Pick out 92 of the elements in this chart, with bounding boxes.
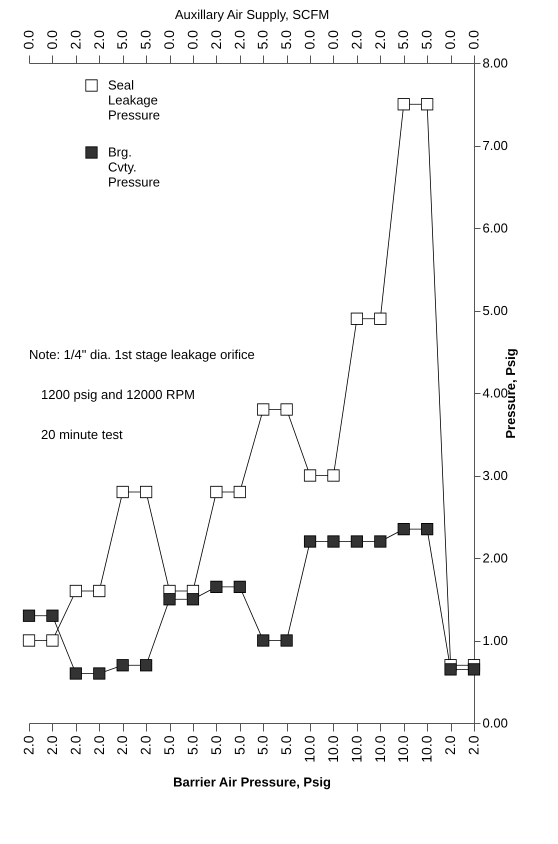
point (163, 593, 176, 606)
point (280, 403, 293, 416)
text: 5.0 (138, 30, 154, 50)
x-tick-label: 2.0 (442, 735, 458, 755)
x-tick-label: 5.0 (278, 735, 294, 755)
point (398, 523, 410, 536)
text: 0.0 (466, 30, 482, 50)
point (444, 663, 457, 676)
point (398, 98, 410, 110)
legend-label: Brg. Cvty. Pressure (108, 144, 160, 190)
x2-axis-title: Auxillary Air Supply, SCFM (174, 7, 330, 22)
text: 0.0 (442, 30, 458, 50)
point (304, 535, 316, 548)
x-tick-label: 10.0 (324, 735, 341, 763)
point (468, 663, 480, 676)
text: 5.0 (254, 30, 271, 50)
x-tick-label: 10.0 (348, 735, 364, 763)
y-tick-label: 3.00 (482, 468, 508, 483)
text: 0.0 (161, 30, 178, 50)
point (421, 523, 434, 536)
point (46, 634, 59, 647)
point (70, 667, 82, 680)
point (70, 584, 82, 598)
y-tick-label: 5.00 (482, 303, 508, 318)
annotation: Note: 1/4" dia. 1st stage leakage orifice (29, 347, 255, 362)
annotation: 20 minute test (41, 427, 124, 442)
x-tick-label: 10.0 (395, 735, 412, 763)
y-tick-label: 4.00 (482, 386, 508, 400)
point (257, 634, 270, 647)
point (280, 634, 293, 647)
point (116, 659, 129, 672)
x-tick-label: 2.0 (466, 735, 482, 755)
text: 0.0 (184, 30, 200, 50)
x-tick-label: 2.0 (67, 735, 84, 755)
text: 0.0 (20, 30, 36, 50)
point (116, 486, 129, 498)
text: 0.0 (302, 30, 318, 50)
y-tick-label: 2.00 (482, 550, 508, 566)
text: 5.0 (395, 30, 412, 50)
x-tick-label: 5.0 (254, 735, 271, 755)
point (350, 535, 363, 548)
x-axis-title: Barrier Air Pressure, Psig (173, 774, 331, 790)
point (210, 486, 222, 498)
point (22, 634, 36, 647)
point (421, 98, 434, 110)
x-tick-label: 2.0 (90, 735, 107, 755)
x-tick-label: 10.0 (418, 735, 435, 763)
text: 2.0 (67, 30, 84, 50)
text: 2.0 (231, 30, 248, 50)
text: 2.0 (208, 30, 224, 50)
point (327, 469, 340, 482)
x-tick-label: 5.0 (208, 735, 224, 755)
point (140, 659, 152, 672)
text: 5.0 (278, 30, 294, 50)
point (350, 312, 363, 325)
y-tick-label: 1.00 (482, 633, 508, 648)
text: 0.0 (324, 30, 341, 50)
x-tick-label: 10.0 (302, 735, 318, 763)
x-tick-label: 2.0 (20, 735, 36, 755)
legend-label: Seal Leakage Pressure (108, 78, 160, 122)
point (374, 312, 386, 325)
point (234, 580, 246, 593)
point (374, 535, 386, 548)
point (93, 667, 106, 680)
x-tick-label: 5.0 (184, 735, 200, 755)
point (304, 469, 316, 482)
y-tick-label: 8.00 (482, 56, 508, 70)
x-tick-label: 5.0 (231, 735, 248, 755)
point (327, 535, 340, 548)
point (46, 610, 59, 622)
point (22, 610, 36, 622)
text: 0.0 (44, 30, 60, 50)
y-tick-label: 0.00 (482, 716, 508, 730)
text: 2.0 (348, 30, 364, 50)
x-tick-label: 2.0 (138, 735, 154, 755)
text: 5.0 (114, 30, 130, 50)
annotation: 1200 psig and 12000 RPM (41, 387, 195, 402)
point (210, 580, 222, 593)
x-tick-label: 2.0 (44, 735, 60, 755)
y-tick-label: 6.00 (482, 220, 508, 236)
text: 5.0 (418, 30, 435, 50)
x-tick-label: 5.0 (161, 735, 178, 755)
point (257, 403, 270, 416)
x-tick-label: 2.0 (114, 735, 130, 755)
text: 2.0 (372, 30, 388, 50)
point (93, 584, 106, 598)
y-tick-label: 7.00 (482, 138, 508, 153)
point (140, 486, 152, 498)
point (234, 486, 246, 498)
x-tick-label: 10.0 (372, 735, 388, 763)
text: 2.0 (90, 30, 107, 50)
point (186, 593, 200, 606)
